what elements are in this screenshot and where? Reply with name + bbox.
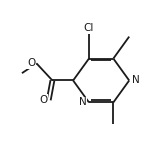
Text: Cl: Cl (84, 23, 94, 33)
Text: N: N (132, 75, 139, 86)
Text: O: O (27, 58, 35, 68)
Text: N: N (79, 97, 87, 107)
Text: O: O (39, 95, 48, 105)
